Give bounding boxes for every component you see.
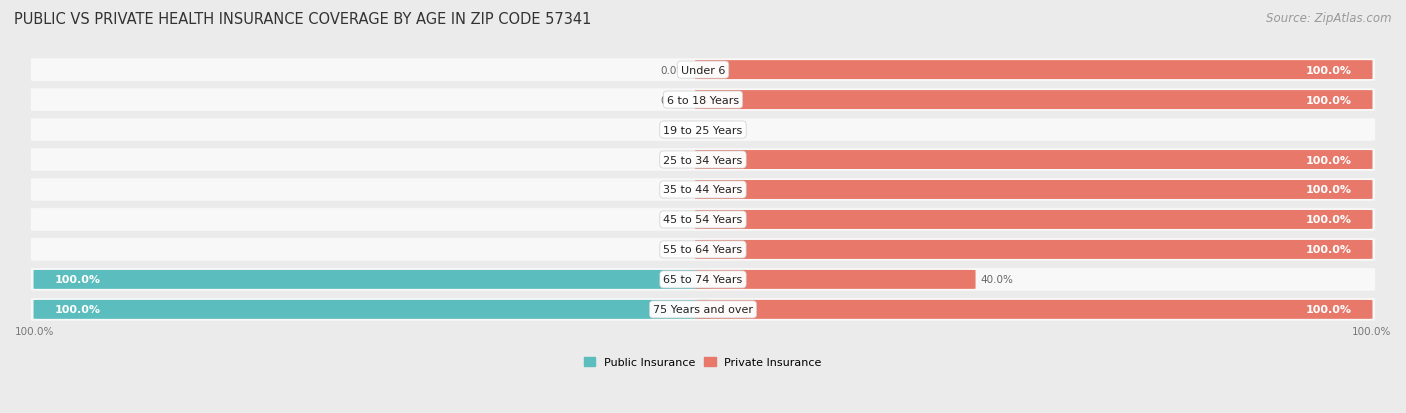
Text: 100.0%: 100.0%	[1305, 155, 1351, 165]
FancyBboxPatch shape	[31, 179, 1375, 201]
FancyBboxPatch shape	[34, 300, 711, 319]
FancyBboxPatch shape	[31, 298, 1375, 321]
FancyBboxPatch shape	[695, 91, 1372, 110]
Legend: Public Insurance, Private Insurance: Public Insurance, Private Insurance	[579, 353, 827, 372]
Text: 100.0%: 100.0%	[15, 326, 55, 336]
FancyBboxPatch shape	[31, 119, 1375, 142]
FancyBboxPatch shape	[31, 268, 1375, 291]
FancyBboxPatch shape	[695, 151, 1372, 170]
Text: PUBLIC VS PRIVATE HEALTH INSURANCE COVERAGE BY AGE IN ZIP CODE 57341: PUBLIC VS PRIVATE HEALTH INSURANCE COVER…	[14, 12, 592, 27]
Text: 25 to 34 Years: 25 to 34 Years	[664, 155, 742, 165]
Text: 100.0%: 100.0%	[1305, 245, 1351, 255]
FancyBboxPatch shape	[31, 89, 1375, 112]
Text: 100.0%: 100.0%	[55, 275, 101, 285]
FancyBboxPatch shape	[695, 180, 1372, 199]
Text: 100.0%: 100.0%	[1351, 326, 1391, 336]
Text: 100.0%: 100.0%	[55, 305, 101, 315]
FancyBboxPatch shape	[31, 149, 1375, 171]
Text: 0.0%: 0.0%	[661, 155, 688, 165]
FancyBboxPatch shape	[695, 211, 1372, 229]
Text: 100.0%: 100.0%	[1305, 215, 1351, 225]
Text: 100.0%: 100.0%	[1305, 95, 1351, 105]
Text: 75 Years and over: 75 Years and over	[652, 305, 754, 315]
FancyBboxPatch shape	[695, 240, 1372, 259]
Text: 55 to 64 Years: 55 to 64 Years	[664, 245, 742, 255]
FancyBboxPatch shape	[695, 61, 1372, 80]
Text: 100.0%: 100.0%	[1305, 305, 1351, 315]
Text: 100.0%: 100.0%	[1305, 185, 1351, 195]
Text: 0.0%: 0.0%	[661, 245, 688, 255]
Text: 0.0%: 0.0%	[661, 125, 688, 135]
FancyBboxPatch shape	[695, 300, 1372, 319]
FancyBboxPatch shape	[31, 59, 1375, 82]
Text: Under 6: Under 6	[681, 65, 725, 76]
Text: 19 to 25 Years: 19 to 25 Years	[664, 125, 742, 135]
Text: 45 to 54 Years: 45 to 54 Years	[664, 215, 742, 225]
Text: 0.0%: 0.0%	[661, 95, 688, 105]
FancyBboxPatch shape	[695, 270, 976, 289]
Text: 0.0%: 0.0%	[661, 215, 688, 225]
Text: 0.0%: 0.0%	[661, 185, 688, 195]
Text: 6 to 18 Years: 6 to 18 Years	[666, 95, 740, 105]
FancyBboxPatch shape	[31, 239, 1375, 261]
Text: 65 to 74 Years: 65 to 74 Years	[664, 275, 742, 285]
Text: 100.0%: 100.0%	[1305, 65, 1351, 76]
Text: Source: ZipAtlas.com: Source: ZipAtlas.com	[1267, 12, 1392, 25]
Text: 0.0%: 0.0%	[718, 125, 745, 135]
Text: 35 to 44 Years: 35 to 44 Years	[664, 185, 742, 195]
Text: 0.0%: 0.0%	[661, 65, 688, 76]
FancyBboxPatch shape	[34, 270, 711, 289]
FancyBboxPatch shape	[31, 209, 1375, 231]
Text: 40.0%: 40.0%	[981, 275, 1014, 285]
